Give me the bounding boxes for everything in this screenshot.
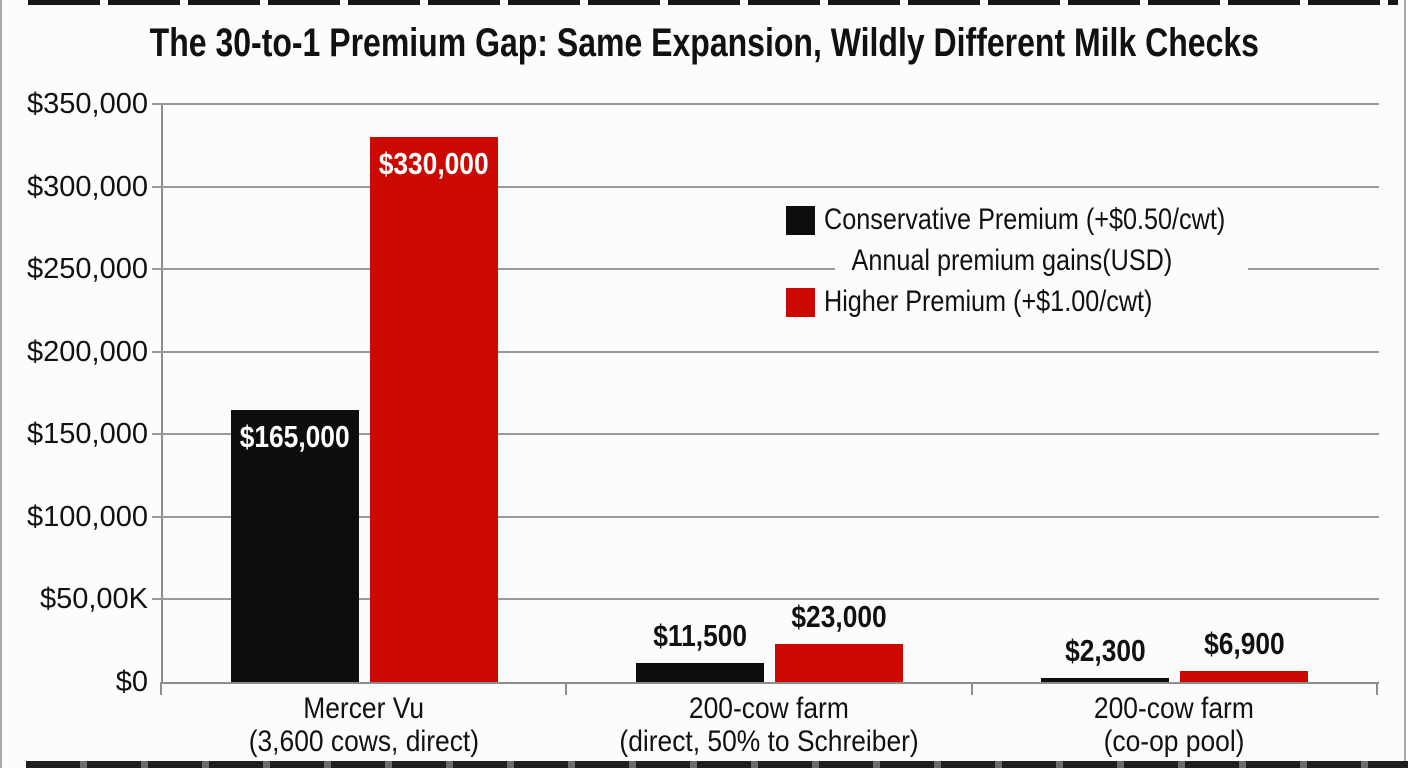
- value-label-text: $330,000: [378, 146, 489, 182]
- bar-conservative-0: [230, 409, 359, 682]
- value-label-higher-1: $23,000: [729, 600, 949, 634]
- bar-higher-0: [369, 137, 498, 682]
- y-tick-label: $200,000: [27, 335, 148, 368]
- category-label-line: Mercer Vu: [154, 692, 574, 725]
- value-label-text: $11,500: [653, 618, 747, 653]
- gridline: [152, 350, 1379, 353]
- category-label-text: 200-cow farm: [689, 692, 849, 725]
- value-label-text: $2,300: [1065, 633, 1146, 669]
- y-tick-label: $0: [115, 666, 148, 698]
- gridline: [152, 515, 1379, 518]
- category-label-2: 200-cow farm (co-op pool): [964, 692, 1384, 758]
- category-label-line: 200-cow farm: [964, 692, 1384, 725]
- bottom-crop-artifact: [26, 761, 1408, 768]
- bar-conservative-1: [636, 663, 764, 682]
- x-axis-tick: [160, 682, 162, 695]
- y-tick-label: $150,000: [27, 418, 148, 451]
- frame-right-border: [1404, 0, 1406, 768]
- gridline: [152, 268, 1379, 271]
- x-axis-tick: [970, 682, 973, 695]
- category-label-line: (3,600 cows, direct): [154, 725, 574, 758]
- category-label-line: 200-cow farm: [559, 692, 979, 725]
- y-tick-label: $50,00K: [39, 583, 148, 616]
- legend-swatch-conservative: [786, 205, 815, 235]
- value-label-conservative-0: $165,000: [185, 418, 405, 454]
- category-label-text: (co-op pool): [1103, 725, 1245, 758]
- y-tick-label: $350,000: [27, 88, 148, 120]
- x-axis-tick: [565, 682, 568, 695]
- frame-left-border: [0, 0, 2, 768]
- chart-title-text: The 30-to-1 Premium Gap: Same Expansion,…: [149, 21, 1259, 65]
- gridline: [152, 103, 1379, 105]
- chart-title: The 30-to-1 Premium Gap: Same Expansion,…: [0, 21, 1408, 65]
- category-label-text: (3,600 cows, direct): [248, 725, 479, 758]
- bar-higher-1: [775, 644, 903, 682]
- value-label-text: $6,900: [1204, 625, 1285, 661]
- category-label-line: (direct, 50% to Schreiber): [559, 725, 979, 758]
- gridline: [152, 598, 1379, 601]
- legend: Conservative Premium (+$0.50/cwt) Annual…: [786, 203, 1248, 327]
- legend-row-conservative: Conservative Premium (+$0.50/cwt): [786, 203, 1238, 236]
- legend-row-axis-note: Annual premium gains(USD): [786, 244, 1238, 277]
- category-label-1: 200-cow farm (direct, 50% to Schreiber): [559, 692, 979, 758]
- gridline: [152, 185, 1379, 188]
- value-label-conservative-1: $11,500: [590, 619, 810, 653]
- category-label-line: (co-op pool): [964, 725, 1384, 758]
- top-crop-artifact: [28, 0, 1398, 5]
- x-axis-tick: [1376, 682, 1378, 695]
- legend-label-conservative: Conservative Premium (+$0.50/cwt): [824, 203, 1226, 236]
- y-tick-label: $300,000: [27, 170, 148, 203]
- y-tick-label: $100,000: [27, 500, 148, 533]
- category-label-text: Mercer Vu: [303, 692, 425, 725]
- value-label-text: $165,000: [239, 418, 350, 454]
- gridline: [152, 433, 1379, 436]
- category-label-text: (direct, 50% to Schreiber): [619, 725, 919, 758]
- value-label-text: $23,000: [791, 599, 887, 635]
- plot-area: $165,000 $11,500 $2,300 $330,000 $23,000 $6,9…: [152, 103, 1379, 684]
- axis-note-label: Annual premium gains(USD): [851, 244, 1173, 277]
- category-label-0: Mercer Vu (3,600 cows, direct): [154, 692, 574, 758]
- legend-swatch-higher: [786, 287, 815, 317]
- value-label-higher-0: $330,000: [324, 147, 544, 181]
- value-label-higher-2: $6,900: [1134, 625, 1354, 661]
- legend-row-higher: Higher Premium (+$1.00/cwt): [786, 285, 1238, 318]
- y-tick-label: $250,000: [27, 253, 148, 286]
- value-label-conservative-2: $2,300: [995, 634, 1215, 668]
- bar-higher-2: [1180, 670, 1309, 682]
- category-label-text: 200-cow farm: [1094, 692, 1255, 725]
- legend-label-higher: Higher Premium (+$1.00/cwt): [824, 285, 1153, 318]
- legend-note-background: [835, 250, 1248, 284]
- bar-conservative-2: [1041, 678, 1170, 682]
